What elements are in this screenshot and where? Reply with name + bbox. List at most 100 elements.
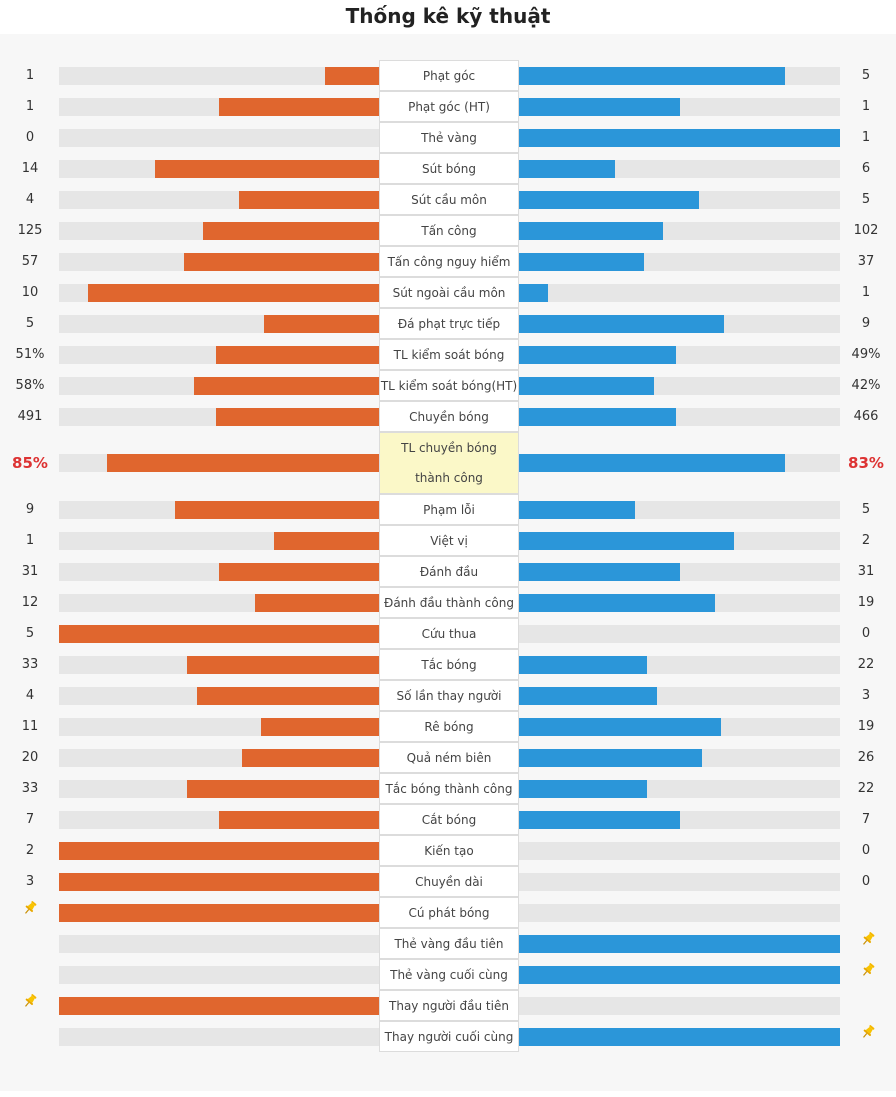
stat-label: Việt vị — [379, 525, 519, 556]
home-bar-track — [59, 376, 380, 395]
stat-label-text: Sút bóng — [422, 161, 476, 176]
home-value: 2 — [25, 842, 35, 858]
stat-label-text: Phạt góc (HT) — [408, 99, 490, 114]
away-bar — [519, 221, 663, 240]
home-bar-track — [59, 407, 380, 426]
away-bar-track — [519, 190, 840, 209]
stat-label-text: Việt vị — [430, 533, 468, 548]
stat-row: 9 5 Phạm lỗi — [0, 494, 896, 525]
away-value: 49% — [851, 346, 881, 362]
stat-row: 20 26 Quả ném biên — [0, 742, 896, 773]
home-bar-track — [59, 66, 380, 85]
stat-row: 33 22 Tắc bóng — [0, 649, 896, 680]
away-bar — [519, 314, 724, 333]
away-bar — [519, 252, 644, 271]
home-bar — [107, 454, 380, 472]
home-value: 5 — [25, 315, 35, 331]
home-bar — [59, 841, 380, 860]
away-value: 5 — [861, 191, 871, 207]
away-value: 7 — [861, 811, 871, 827]
stat-label-text: Tắc bóng thành công — [385, 781, 513, 796]
home-value: 1 — [25, 98, 35, 114]
pin-icon — [22, 993, 38, 1009]
away-value: 26 — [857, 749, 875, 765]
home-bar — [261, 717, 380, 736]
stat-label: Phạt góc (HT) — [379, 91, 519, 122]
stat-label: TL chuyền bóng thành công — [379, 432, 519, 494]
home-value: 51% — [15, 346, 45, 362]
away-bar-track — [519, 531, 840, 550]
stat-label: Rê bóng — [379, 711, 519, 742]
home-value: 9 — [25, 501, 35, 517]
away-bar-track — [519, 283, 840, 302]
stat-label-text: Sút cầu môn — [411, 192, 487, 207]
stat-label-text: TL chuyền bóng thành công — [401, 441, 497, 485]
stat-label: Cứu thua — [379, 618, 519, 649]
away-bar-track — [519, 624, 840, 643]
home-bar-track — [59, 779, 380, 798]
stat-label-text: Tấn công — [421, 223, 477, 238]
stat-label-text: Tấn công nguy hiểm — [387, 254, 511, 269]
away-bar — [519, 531, 734, 550]
home-bar — [59, 996, 380, 1015]
stat-label-text: Chuyền dài — [415, 874, 483, 889]
stat-label: Quả ném biên — [379, 742, 519, 773]
stat-label: Cắt bóng — [379, 804, 519, 835]
home-bar-track — [59, 283, 380, 302]
away-bar-track — [519, 965, 840, 984]
home-value: 4 — [25, 191, 35, 207]
away-bar — [519, 376, 654, 395]
home-bar-track — [59, 624, 380, 643]
home-bar-track — [59, 996, 380, 1015]
away-bar — [519, 454, 785, 472]
stat-label: Đá phạt trực tiếp — [379, 308, 519, 339]
home-bar — [325, 66, 380, 85]
away-value: 0 — [861, 842, 871, 858]
away-value: 102 — [853, 222, 879, 238]
away-value: 1 — [861, 98, 871, 114]
home-bar — [242, 748, 380, 767]
away-value: 83% — [848, 454, 884, 472]
stat-label-text: Chuyền bóng — [409, 409, 489, 424]
home-value: 12 — [21, 594, 39, 610]
home-bar-track — [59, 903, 380, 922]
stat-row: 14 6 Sút bóng — [0, 153, 896, 184]
stat-label: Sút cầu môn — [379, 184, 519, 215]
away-bar-track — [519, 903, 840, 922]
away-value: 3 — [861, 687, 871, 703]
home-bar-track — [59, 190, 380, 209]
home-bar — [59, 903, 380, 922]
home-value: 11 — [21, 718, 39, 734]
stat-row: 5 0 Cứu thua — [0, 618, 896, 649]
stat-label: Thẻ vàng đầu tiên — [379, 928, 519, 959]
stat-row: 4 3 Số lần thay người — [0, 680, 896, 711]
away-bar — [519, 779, 647, 798]
home-value: 33 — [21, 780, 39, 796]
away-bar-track — [519, 779, 840, 798]
stat-label: TL kiểm soát bóng(HT) — [379, 370, 519, 401]
away-value: 5 — [861, 67, 871, 83]
pin-icon — [860, 931, 876, 947]
stat-label-text: Tắc bóng — [421, 657, 477, 672]
home-bar — [194, 376, 380, 395]
away-bar — [519, 748, 702, 767]
home-bar — [216, 407, 380, 426]
stat-label: Chuyền dài — [379, 866, 519, 897]
home-bar-track — [59, 97, 380, 116]
home-bar — [219, 562, 380, 581]
away-bar-track — [519, 128, 840, 147]
away-bar — [519, 500, 635, 519]
away-bar — [519, 655, 647, 674]
stat-row: 85% 83% TL chuyền bóng thành công — [0, 432, 896, 494]
away-bar-track — [519, 221, 840, 240]
stat-label: Thẻ vàng cuối cùng — [379, 959, 519, 990]
away-bar-track — [519, 1027, 840, 1046]
away-value: 6 — [861, 160, 871, 176]
away-bar-track — [519, 748, 840, 767]
stat-label-text: Đá phạt trực tiếp — [397, 316, 501, 331]
away-value: 19 — [857, 718, 875, 734]
stat-label-text: Thẻ vàng — [421, 130, 477, 145]
home-value: 491 — [17, 408, 43, 424]
away-bar-track — [519, 66, 840, 85]
stat-label-text: TL kiểm soát bóng — [393, 347, 505, 362]
